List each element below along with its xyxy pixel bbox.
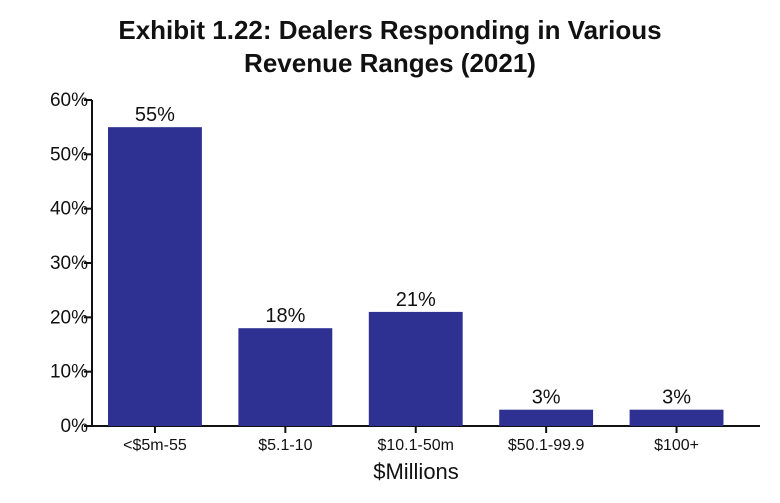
y-tick-label: 30% xyxy=(50,253,88,274)
x-axis-label: $Millions xyxy=(373,459,459,484)
y-tick-label: 50% xyxy=(50,144,88,165)
bar xyxy=(108,127,202,427)
x-tick-label: $100+ xyxy=(654,437,699,454)
x-tick-label: <$5m-55 xyxy=(123,437,187,454)
x-tick-label: $10.1-50m xyxy=(377,437,454,454)
data-label: 55% xyxy=(135,104,175,126)
bar xyxy=(368,311,463,426)
data-label: 3% xyxy=(662,387,691,409)
y-tick-label: 10% xyxy=(50,362,88,383)
x-tick-label: $50.1-99.9 xyxy=(508,437,585,454)
bar xyxy=(629,409,724,426)
data-label: 3% xyxy=(532,387,561,409)
bar xyxy=(238,328,333,426)
chart-title-line2: Revenue Ranges (2021) xyxy=(244,48,536,78)
y-tick-label: 60% xyxy=(50,90,88,111)
data-labels: 55% 18% 21% 3% 3% xyxy=(135,104,691,409)
y-tick-label: 20% xyxy=(50,307,88,328)
axes: 0% 10% 20% 30% 40% 50% 60% <$5m-55 $5.1-10 $10.1-… xyxy=(50,90,760,454)
y-tick-label: 0% xyxy=(61,416,89,437)
data-label: 21% xyxy=(396,289,436,311)
x-tick-label: $5.1-10 xyxy=(258,437,312,454)
chart-title: Exhibit 1.22: Dealers Responding in Vari… xyxy=(0,14,780,80)
y-tick-label: 40% xyxy=(50,199,88,220)
bars xyxy=(108,127,724,427)
bar xyxy=(499,409,594,426)
chart-title-line1: Exhibit 1.22: Dealers Responding in Vari… xyxy=(118,15,662,45)
data-label: 18% xyxy=(265,305,305,327)
